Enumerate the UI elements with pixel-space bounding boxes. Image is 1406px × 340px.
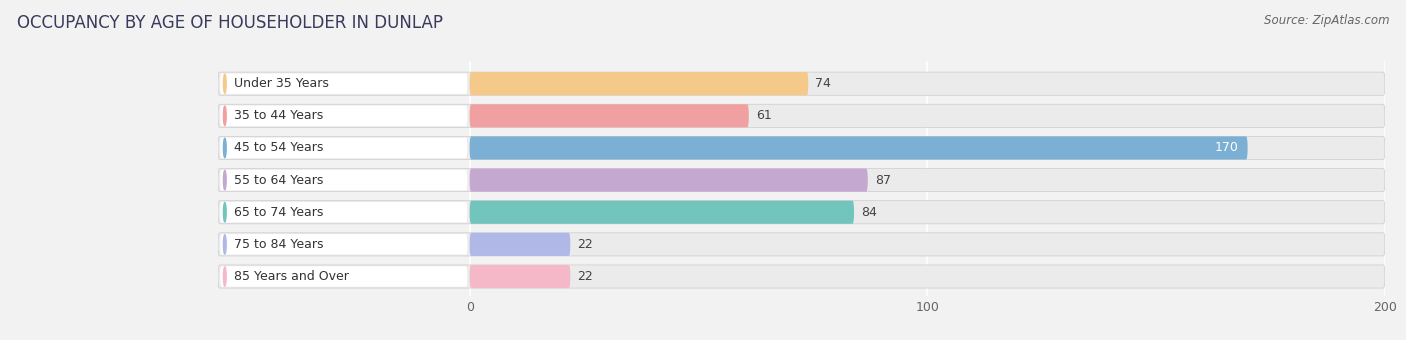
Text: 22: 22 [578,270,593,283]
FancyBboxPatch shape [470,233,571,256]
Text: 45 to 54 Years: 45 to 54 Years [233,141,323,154]
FancyBboxPatch shape [218,265,1385,288]
Text: 75 to 84 Years: 75 to 84 Years [233,238,323,251]
FancyBboxPatch shape [218,169,1385,192]
Text: 65 to 74 Years: 65 to 74 Years [233,206,323,219]
Text: 35 to 44 Years: 35 to 44 Years [233,109,323,122]
FancyBboxPatch shape [221,266,467,287]
Text: 55 to 64 Years: 55 to 64 Years [233,174,323,187]
FancyBboxPatch shape [221,105,467,126]
FancyBboxPatch shape [218,72,1385,95]
Circle shape [224,138,226,158]
FancyBboxPatch shape [218,104,1385,128]
Circle shape [224,235,226,254]
FancyBboxPatch shape [221,202,467,222]
FancyBboxPatch shape [221,73,467,94]
Text: 61: 61 [755,109,772,122]
FancyBboxPatch shape [218,233,1385,256]
FancyBboxPatch shape [221,170,467,190]
Text: 170: 170 [1215,141,1239,154]
Circle shape [224,170,226,190]
Text: Under 35 Years: Under 35 Years [233,77,329,90]
FancyBboxPatch shape [218,136,1385,159]
FancyBboxPatch shape [470,72,808,95]
Text: 87: 87 [875,174,890,187]
FancyBboxPatch shape [221,234,467,255]
Text: 85 Years and Over: 85 Years and Over [233,270,349,283]
Circle shape [224,74,226,94]
Text: OCCUPANCY BY AGE OF HOUSEHOLDER IN DUNLAP: OCCUPANCY BY AGE OF HOUSEHOLDER IN DUNLA… [17,14,443,32]
Circle shape [224,203,226,222]
FancyBboxPatch shape [470,104,749,128]
FancyBboxPatch shape [470,201,853,224]
Text: 22: 22 [578,238,593,251]
FancyBboxPatch shape [221,138,467,158]
Circle shape [224,267,226,286]
FancyBboxPatch shape [470,136,1247,159]
FancyBboxPatch shape [218,201,1385,224]
Circle shape [224,106,226,125]
Text: 74: 74 [815,77,831,90]
Text: 84: 84 [860,206,877,219]
FancyBboxPatch shape [470,169,868,192]
Text: Source: ZipAtlas.com: Source: ZipAtlas.com [1264,14,1389,27]
FancyBboxPatch shape [470,265,571,288]
